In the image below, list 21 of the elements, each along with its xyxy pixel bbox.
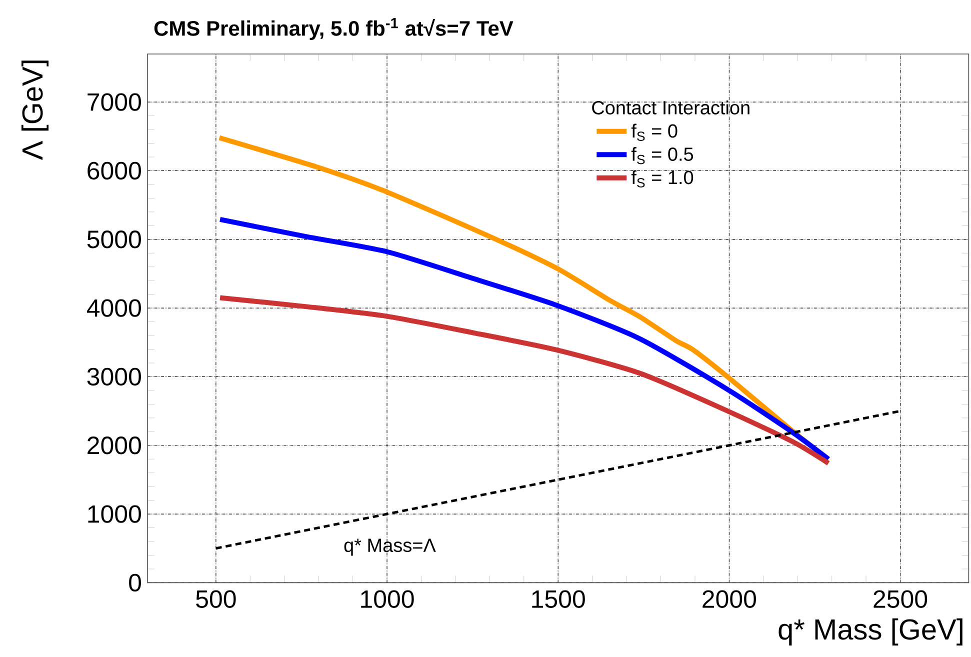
- legend-label: f$_{S}$ = 0.5: [631, 147, 694, 164]
- x-tick-label: 500: [196, 590, 236, 608]
- x-tick-label: 1500: [532, 590, 585, 608]
- y-axis-title: Λ [GeV]: [21, 60, 49, 160]
- y-tick-label: 2000: [88, 436, 141, 454]
- x-tick-label: 1000: [361, 590, 414, 608]
- annotation: q* Mass=Λ: [344, 538, 436, 556]
- y-tick-label: 7000: [88, 93, 141, 111]
- x-tick-label: 2500: [874, 590, 928, 608]
- y-tick-label: 5000: [87, 230, 141, 248]
- y-tick-label: 4000: [86, 299, 141, 317]
- chart-title: CMS Preliminary, 5.0 fb$^{-1}$ at√s=7 TeV: [154, 18, 514, 40]
- y-tick-label: 6000: [88, 162, 141, 180]
- y-tick-label: 3000: [87, 368, 141, 386]
- legend-label: f$_{S}$ = 1.0: [631, 170, 694, 188]
- x-tick-label: 2000: [702, 590, 756, 608]
- legend-label: f$_{S}$ = 0: [631, 124, 678, 141]
- y-tick-label: 0: [129, 574, 141, 592]
- x-axis-title: q* Mass [GeV]: [778, 618, 962, 646]
- legend-title: Contact Interaction: [592, 100, 750, 114]
- y-tick-label: 1000: [88, 505, 141, 523]
